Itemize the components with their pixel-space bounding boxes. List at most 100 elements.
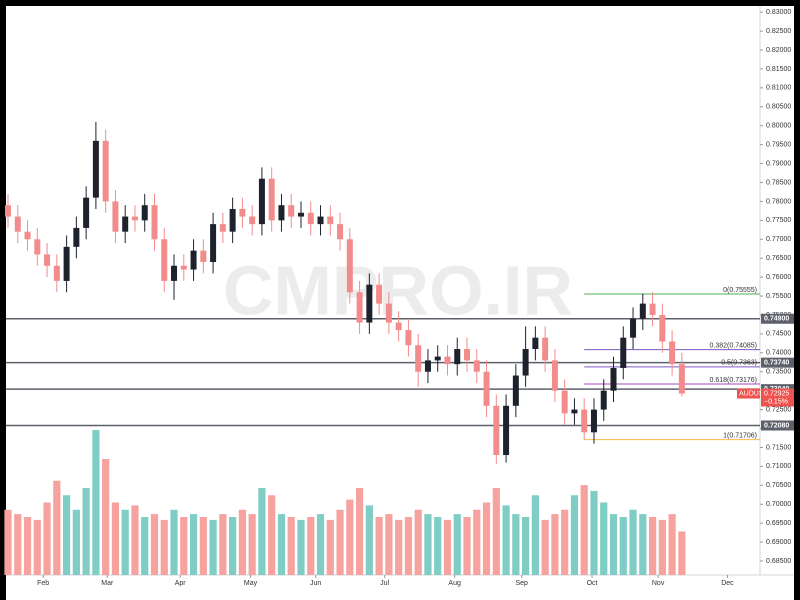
candle-body [356,292,363,323]
fib-label: 0.618(0.73176) [710,377,757,384]
candle-body [630,318,637,338]
level-label: 0.74900 [764,316,789,323]
volume-bar [648,517,657,575]
volume-bar [33,519,41,575]
candle-body [610,367,617,391]
candle-body [444,356,451,365]
volume-bar [346,499,354,575]
volume-bar [268,495,276,575]
volume-bar [111,502,120,575]
volume-bar [150,514,159,575]
candle-body [288,205,295,217]
y-tick-label: 0.81000 [766,85,791,92]
candle-body [337,224,344,240]
volume-bar [482,502,491,575]
volume-bar [14,514,22,575]
candle-body [249,216,256,225]
volume-bar [385,514,393,575]
y-tick-label: 0.68500 [766,558,791,565]
y-tick-label: 0.79000 [766,160,791,167]
volume-bar [541,519,549,575]
volume-bar [355,488,364,575]
volume-bar [473,509,481,575]
x-tick-label: Jul [380,580,389,587]
x-tick-label: Dec [721,580,734,587]
y-tick-label: 0.74000 [766,350,791,357]
candle-body [571,409,578,414]
volume-bar [502,505,510,575]
level-label: 0.73740 [764,360,789,367]
volume-bar [453,514,461,575]
volume-bar [82,488,90,575]
x-tick-label: Oct [587,580,598,587]
volume-bar [668,514,676,575]
x-tick-label: Feb [37,580,49,587]
candle-body [532,337,539,350]
y-tick-label: 0.70500 [766,482,791,489]
y-tick-label: 0.81500 [766,66,791,73]
candle-body [297,212,304,217]
candle-body [92,140,99,198]
change-label: −0.15% [764,398,788,405]
volume-bar [600,502,608,575]
candle-body [434,356,441,361]
candle-body [14,216,21,232]
volume-bar [43,502,51,575]
volume-bar [4,509,12,575]
volume-bar [199,517,207,575]
candle-body [464,349,471,361]
level-tag [761,357,794,368]
chart-background [6,6,794,600]
candle-body [131,216,138,221]
y-tick-label: 0.74500 [766,331,791,338]
volume-bar [326,519,334,575]
fib-label: 0.5(0.7363) [721,360,757,367]
y-tick-label: 0.78000 [766,198,791,205]
fib-label: 0(0.75555) [723,287,757,294]
volume-bar [297,519,305,575]
candle-body [258,178,265,225]
candle-body [366,284,373,323]
candle-body [590,409,597,433]
volume-bar [238,509,246,575]
volume-bar [561,509,569,575]
volume-bar [62,495,71,575]
volume-bar [424,514,432,575]
candle-body [493,405,500,456]
volume-bar [395,519,403,575]
y-tick-label: 0.70000 [766,501,791,508]
volume-bar [609,514,618,575]
x-tick-label: Apr [175,580,187,587]
candle-body [620,337,627,368]
watermark: CMPRO.IR [223,251,573,329]
volume-bar [463,517,471,575]
volume-bar [492,488,500,575]
volume-bar [531,495,539,575]
candle-body [551,360,558,391]
volume-bar [570,495,579,575]
volume-bar [639,514,647,575]
candle-body [34,239,41,255]
candle-body [649,303,656,315]
candle-body [307,212,314,225]
candle-body [385,303,392,323]
volume-bar [512,514,520,575]
volume-bar [580,485,588,575]
candle-body [44,254,51,266]
candle-body [405,330,412,346]
candle-body [639,303,646,319]
candle-body [161,239,168,281]
volume-bar [141,517,149,575]
volume-bar [121,509,129,575]
volume-bar [92,430,100,575]
candle-body [561,390,568,414]
volume-bar [209,519,217,575]
y-tick-label: 0.83000 [766,9,791,16]
y-tick-label: 0.69500 [766,520,791,527]
candle-body [473,360,480,372]
x-tick-label: May [244,580,258,587]
candle-body [141,205,148,221]
volume-bar [307,517,315,575]
last-price-label: 0.72925 [764,390,789,397]
fib-label: 1(0.71706) [723,432,757,439]
